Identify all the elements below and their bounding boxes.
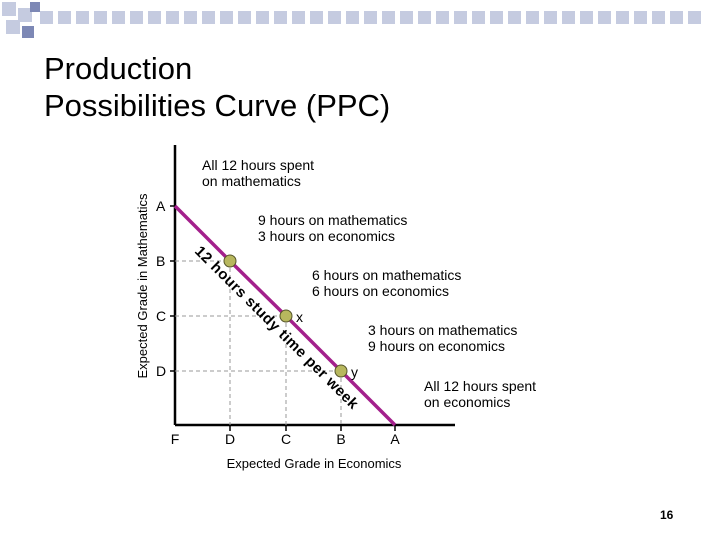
deco-square <box>40 11 53 24</box>
deco-square <box>130 11 143 24</box>
deco-square <box>238 11 251 24</box>
deco-square <box>76 11 89 24</box>
deco-square <box>346 11 359 24</box>
y-tick-label: D <box>156 363 166 379</box>
deco-square <box>18 8 32 22</box>
slide-decoration <box>2 2 701 38</box>
annotation: All 12 hours spent on economics <box>424 378 536 410</box>
deco-square <box>382 11 395 24</box>
x-tick-label: F <box>171 431 180 447</box>
deco-square <box>112 11 125 24</box>
deco-square <box>2 2 16 16</box>
deco-square <box>256 11 269 24</box>
deco-square <box>562 11 575 24</box>
point-label: y <box>351 364 358 380</box>
slide-title: Production Possibilities Curve (PPC) <box>44 50 390 124</box>
deco-square <box>166 11 179 24</box>
deco-square <box>490 11 503 24</box>
x-tick-label: B <box>336 431 345 447</box>
deco-square <box>526 11 539 24</box>
annotation-line: All 12 hours spent <box>202 157 314 173</box>
y-tick-label: C <box>156 308 166 324</box>
y-tick-label: A <box>156 198 166 214</box>
annotation: 3 hours on mathematics 9 hours on economi… <box>368 322 517 354</box>
deco-square <box>544 11 557 24</box>
deco-square <box>436 11 449 24</box>
deco-square <box>184 11 197 24</box>
deco-square <box>472 11 485 24</box>
deco-square <box>508 11 521 24</box>
slide-title-line-2: Possibilities Curve (PPC) <box>44 88 391 123</box>
annotation-line: 3 hours on mathematics <box>368 322 517 338</box>
annotation-line: 6 hours on economics <box>312 283 449 299</box>
annotation-line: 3 hours on economics <box>258 228 395 244</box>
deco-square <box>30 2 40 12</box>
annotation: All 12 hours spent on mathematics <box>202 157 314 189</box>
deco-square <box>688 11 701 24</box>
annotation-line: 6 hours on mathematics <box>312 267 461 283</box>
annotation-line: 9 hours on economics <box>368 338 505 354</box>
deco-square <box>58 11 71 24</box>
annotation-line: on mathematics <box>202 173 301 189</box>
deco-square <box>580 11 593 24</box>
deco-square <box>616 11 629 24</box>
deco-square <box>292 11 305 24</box>
deco-square <box>364 11 377 24</box>
deco-square <box>418 11 431 24</box>
annotation: 9 hours on mathematics 3 hours on economi… <box>258 212 407 244</box>
deco-square <box>454 11 467 24</box>
y-tick-label: B <box>156 253 165 269</box>
deco-square <box>634 11 647 24</box>
deco-square <box>220 11 233 24</box>
annotation-line: on economics <box>424 394 510 410</box>
deco-square <box>598 11 611 24</box>
data-point <box>279 309 293 323</box>
deco-square <box>148 11 161 24</box>
deco-square <box>274 11 287 24</box>
page-number: 16 <box>660 508 674 522</box>
deco-square <box>652 11 665 24</box>
slide-title-line-1: Production <box>44 51 193 86</box>
annotation-line: 9 hours on mathematics <box>258 212 407 228</box>
x-axis-label: Expected Grade in Economics <box>227 456 402 471</box>
x-tick-label: C <box>281 431 291 447</box>
deco-square <box>22 26 34 38</box>
deco-square <box>310 11 323 24</box>
deco-square <box>94 11 107 24</box>
x-tick-label: A <box>390 431 400 447</box>
deco-square <box>6 20 20 34</box>
deco-square <box>400 11 413 24</box>
x-tick-label: D <box>225 431 235 447</box>
annotation-line: All 12 hours spent <box>424 378 536 394</box>
y-axis-label: Expected Grade in Mathematics <box>135 193 150 378</box>
annotation: 6 hours on mathematics 6 hours on economi… <box>312 267 461 299</box>
deco-square <box>670 11 683 24</box>
data-point <box>223 254 237 268</box>
data-point <box>334 364 348 378</box>
point-label: x <box>296 309 303 325</box>
deco-square <box>202 11 215 24</box>
deco-square <box>328 11 341 24</box>
